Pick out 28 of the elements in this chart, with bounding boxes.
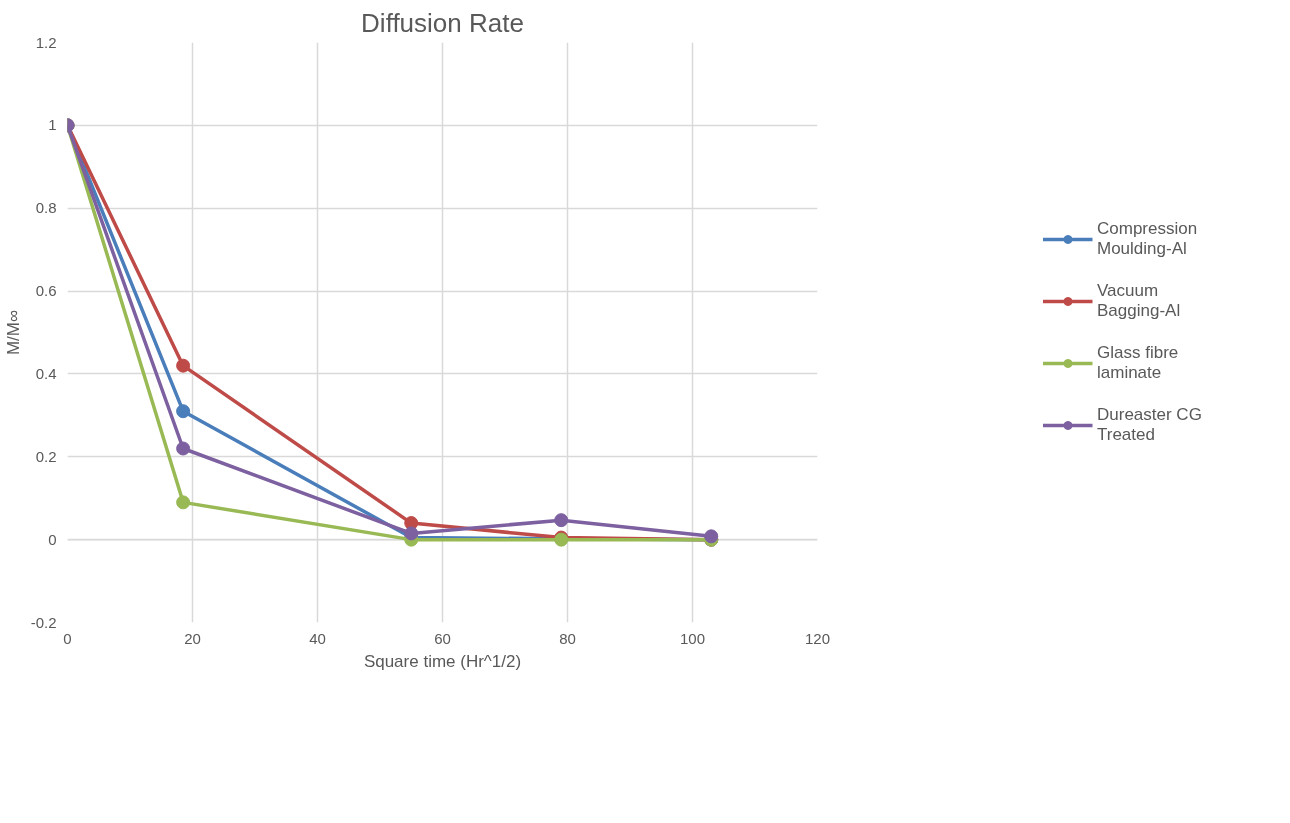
x-tick-label: 60	[434, 629, 451, 647]
legend-label: Glass fibre laminate	[1097, 343, 1180, 383]
legend-label: Dureaster CG Treated	[1097, 405, 1203, 445]
y-axis-title: M/M∞	[3, 309, 23, 356]
point	[176, 441, 191, 456]
x-tick-label: 20	[184, 629, 201, 647]
x-tick-label: 0	[63, 629, 72, 647]
x-tick-label: 120	[804, 629, 831, 647]
point	[176, 404, 191, 419]
x-tick-label: 80	[559, 629, 576, 647]
y-tick-label: 0.8	[35, 199, 57, 217]
x-tick-label: 100	[679, 629, 706, 647]
legend-label: Compression Moulding-Al	[1097, 219, 1199, 259]
legend-label: Vacuum Bagging-Al	[1097, 281, 1182, 321]
y-tick-label: 0.6	[35, 282, 57, 300]
y-tick-label: 1.2	[35, 33, 57, 51]
y-tick-label: 0	[48, 530, 57, 548]
point	[404, 526, 419, 541]
point	[176, 495, 191, 510]
point	[176, 358, 191, 373]
y-tick-label: 0.2	[35, 447, 57, 465]
y-tick-label: 1	[48, 116, 57, 134]
y-tick-label: 0.4	[35, 364, 57, 382]
x-axis-title: Square time (Hr^1/2)	[363, 651, 522, 671]
chart-title: Diffusion Rate	[361, 7, 524, 38]
x-tick-label: 40	[309, 629, 326, 647]
point	[554, 513, 569, 528]
y-tick-label: -0.2	[30, 613, 57, 631]
